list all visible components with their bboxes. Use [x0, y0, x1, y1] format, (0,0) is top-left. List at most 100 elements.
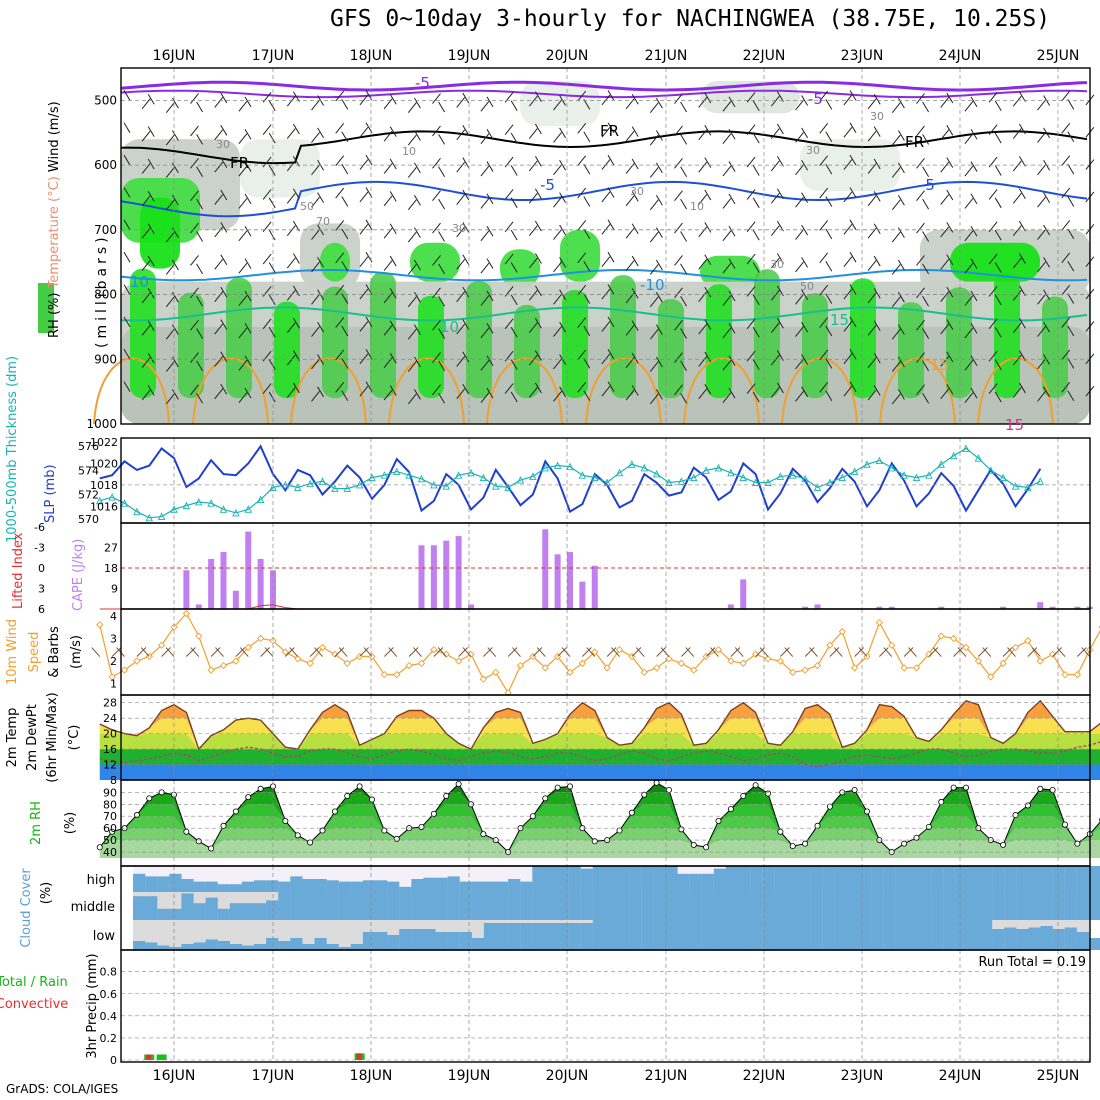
- wind-barb: [123, 284, 131, 295]
- wind-barb: [1012, 322, 1022, 334]
- cloud-bar-low: [1040, 926, 1053, 950]
- wind-barb: [970, 193, 978, 205]
- cloud-bar-low: [471, 938, 484, 950]
- thickness-marker: [974, 454, 983, 462]
- thickness-marker: [900, 471, 908, 479]
- rh-column-5: [370, 271, 396, 399]
- cape-bar: [591, 565, 598, 609]
- wind-barb: [147, 93, 155, 105]
- wind-speed-marker: [974, 657, 983, 665]
- wind-ytick-label: 2: [110, 655, 117, 668]
- wind-barb: [341, 131, 349, 143]
- wind-speed-marker: [182, 609, 191, 618]
- cloud-bar-middle: [133, 896, 146, 920]
- upper-air-ytick-label: 800: [94, 288, 117, 302]
- thickness-marker: [380, 471, 389, 479]
- wind-barb-10m: [462, 647, 472, 657]
- wind-barb: [801, 257, 809, 268]
- wind-barb: [1061, 220, 1071, 231]
- wind-barb: [1012, 95, 1022, 107]
- wind-barb: [940, 161, 950, 173]
- rh-marker: [443, 792, 450, 799]
- rh-ytick-label: 80: [103, 798, 117, 811]
- rh-column-15: [850, 278, 876, 399]
- wind-barb: [165, 199, 175, 211]
- wind-barb: [335, 155, 345, 167]
- wind-barb: [559, 321, 567, 333]
- wind-speed-marker: [331, 650, 339, 658]
- wind-barb: [141, 260, 151, 271]
- wind-barb: [559, 192, 567, 203]
- wind-barb-10m: [91, 647, 101, 657]
- wind-barb: [795, 164, 804, 176]
- wind-barb: [559, 257, 567, 268]
- wind-barb: [317, 321, 325, 333]
- cape-bar: [888, 606, 895, 609]
- wind-barb: [480, 230, 490, 242]
- wind-barb: [964, 230, 974, 242]
- wind-speed-marker: [454, 657, 463, 665]
- cloud-bar-low: [241, 945, 255, 950]
- wind-barb: [311, 196, 320, 208]
- cloud-bar-high: [338, 881, 351, 892]
- date-label-bottom: 23JUN: [841, 1068, 884, 1084]
- wind-barb: [220, 351, 228, 363]
- cloud-bar-middle: [617, 892, 630, 920]
- wind-barb: [462, 254, 470, 266]
- wind-barb: [432, 384, 441, 396]
- wind-barb: [190, 93, 199, 104]
- wind-barb: [916, 190, 925, 202]
- wind-barb: [1061, 381, 1071, 393]
- cloud-bar-high: [810, 866, 823, 892]
- wind-barb: [1043, 321, 1051, 333]
- wind-barb: [728, 128, 736, 140]
- cloud-bar-low: [1016, 929, 1029, 950]
- wind-barb: [625, 325, 635, 336]
- wind-barb-10m: [858, 647, 868, 657]
- wind-ylabel: (m/s): [69, 635, 84, 669]
- wind-barb: [389, 158, 397, 170]
- wind-barb: [238, 262, 248, 274]
- wind-barb: [341, 358, 349, 369]
- wind-barb: [922, 101, 930, 113]
- wind-barb: [607, 187, 615, 198]
- wind-barb: [752, 391, 760, 403]
- rh-ylabel: 2m RH: [29, 801, 44, 845]
- wind-barb: [916, 125, 925, 137]
- wind-speed-marker: [764, 655, 772, 663]
- rh-marker: [232, 808, 239, 815]
- wind-barb: [190, 384, 199, 396]
- wind-barb: [607, 284, 615, 295]
- wind-speed-marker: [566, 668, 574, 677]
- wind-barb: [171, 324, 179, 335]
- thickness-marker: [343, 484, 351, 493]
- wind-barb: [311, 358, 320, 370]
- wind-barb: [801, 386, 809, 398]
- wind-barb: [849, 251, 857, 263]
- wind-speed-marker: [1073, 670, 1082, 679]
- cloud-bar-middle: [302, 892, 315, 920]
- cloud-bar-middle: [871, 892, 884, 920]
- wind-barb: [389, 288, 397, 299]
- wind-barb: [407, 296, 417, 308]
- rh-column-18: [994, 272, 1020, 399]
- wind-barb: [916, 319, 925, 331]
- rh-marker: [1037, 785, 1044, 792]
- rh-marker: [1024, 802, 1031, 809]
- wind-barb-10m: [755, 647, 765, 657]
- wind-barb: [553, 99, 562, 111]
- wind-barb-10m: [309, 647, 320, 657]
- wind-barb: [123, 219, 131, 231]
- cloud-bar-high: [883, 866, 896, 892]
- cloud-bar-high: [1028, 866, 1041, 892]
- cloud-bar-high: [387, 881, 400, 892]
- wind-barb: [940, 323, 950, 335]
- thickness-marker: [690, 473, 698, 482]
- isotherm-label: FR: [905, 133, 924, 151]
- rh-marker: [356, 783, 363, 790]
- rh-marker: [727, 806, 734, 813]
- wind-barb-10m: [536, 647, 546, 657]
- date-label-top: 16JUN: [153, 48, 196, 64]
- thickness-marker: [987, 466, 995, 474]
- wind-barb: [891, 231, 901, 243]
